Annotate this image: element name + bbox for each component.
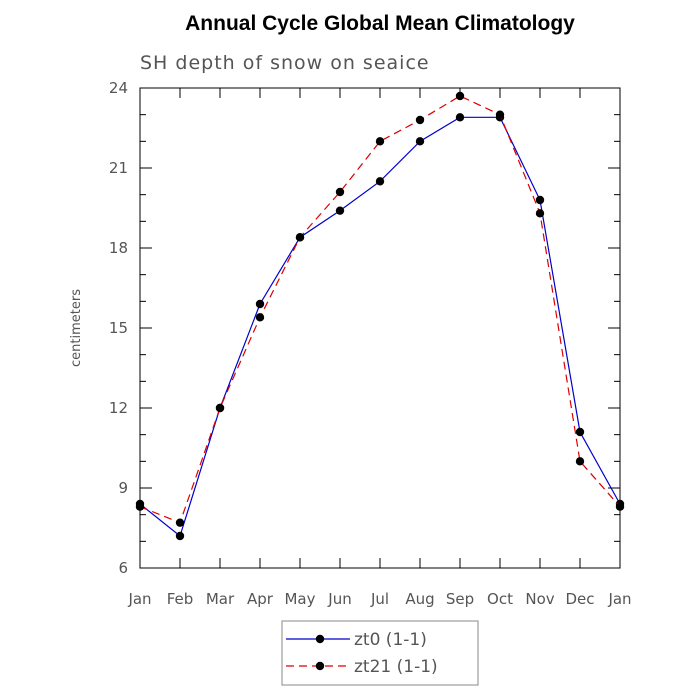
chart-title: Annual Cycle Global Mean Climatology	[185, 12, 575, 35]
series-2-point	[335, 187, 345, 197]
y-tick-label: 21	[109, 159, 128, 177]
x-tick-label: Jun	[327, 590, 351, 608]
series-1-point	[255, 299, 265, 309]
series-1-point	[335, 206, 345, 215]
y-tick-labels: 6 9 12 15 18 21 24	[109, 79, 128, 577]
series-1-point	[575, 427, 585, 437]
legend-marker-1	[315, 634, 325, 644]
y-tick-label: 15	[109, 319, 128, 337]
series-1-point	[455, 113, 465, 122]
x-tick-label: Mar	[206, 590, 235, 608]
y-axis-label: centimeters	[69, 289, 84, 367]
series-2-point	[415, 115, 425, 125]
x-tick-label: Nov	[525, 590, 554, 608]
legend-label-1: zt0 (1-1)	[354, 630, 427, 650]
plot-frame	[139, 87, 621, 569]
x-tick-label: Aug	[405, 590, 434, 608]
series-line-2	[139, 95, 621, 524]
series-1-point	[535, 195, 545, 205]
series-2-point	[175, 518, 185, 527]
x-tick-label: Jan	[127, 590, 151, 608]
series-2-point	[295, 233, 305, 242]
y-tick-label: 24	[109, 79, 128, 97]
legend-marker-2	[315, 661, 325, 671]
series-1-point	[415, 137, 425, 146]
x-tick-label: Oct	[487, 590, 513, 608]
series-2-point	[215, 403, 225, 413]
series-2-point	[495, 110, 505, 119]
series-1-point	[375, 177, 385, 186]
y-tick-label: 6	[118, 559, 128, 577]
series-2-point	[535, 209, 545, 218]
x-tick-label: Jan	[607, 590, 631, 608]
x-tick-label: May	[284, 590, 315, 608]
y-tick-label: 9	[118, 479, 128, 497]
series-layer	[135, 91, 625, 541]
y-tick-label: 18	[109, 239, 128, 257]
series-2-point	[575, 457, 585, 466]
series-2-point	[375, 137, 385, 146]
series-1-point	[175, 531, 185, 541]
x-tick-label: Apr	[247, 590, 274, 608]
legend-label-2: zt21 (1-1)	[354, 657, 438, 677]
x-tick-label: Jul	[370, 590, 389, 608]
series-2-point	[455, 91, 465, 101]
x-tick-labels: Jan Feb Mar Apr May Jun Jul Aug Sep Oct Nov Dec Jan	[127, 590, 631, 608]
y-tick-label: 12	[109, 399, 128, 417]
chart-subtitle: SH depth of snow on seaice	[140, 52, 430, 74]
axis-ticks	[139, 87, 621, 569]
x-tick-label: Sep	[446, 590, 474, 608]
legend: zt0 (1-1) zt21 (1-1)	[281, 620, 479, 686]
legend-box	[281, 620, 479, 686]
x-tick-label: Dec	[565, 590, 594, 608]
series-2-point	[255, 313, 265, 322]
x-tick-label: Feb	[167, 590, 194, 608]
